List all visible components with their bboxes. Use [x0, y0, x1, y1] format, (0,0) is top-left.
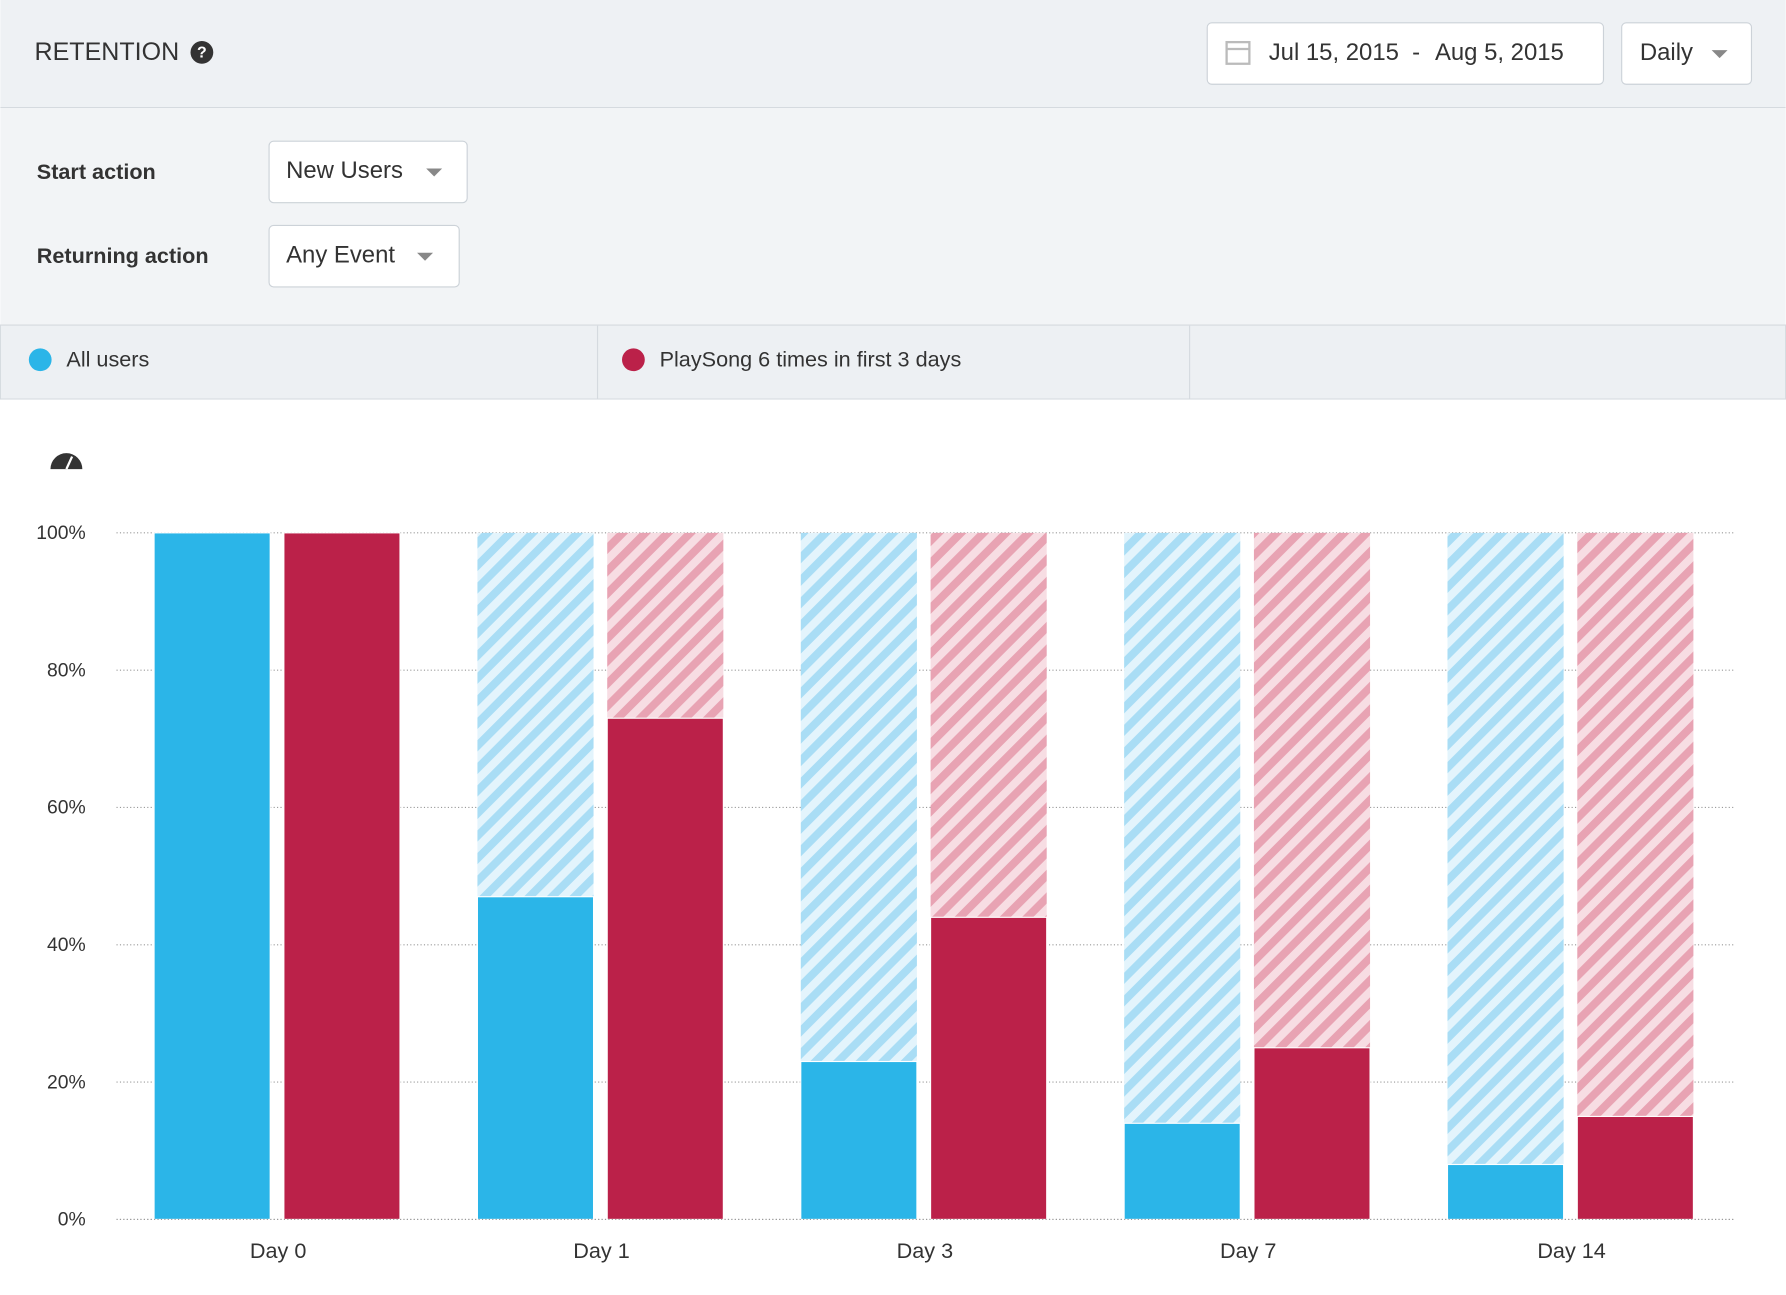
bar [1253, 1047, 1371, 1220]
bar [153, 532, 271, 1220]
svg-text:?: ? [197, 45, 207, 62]
bar [1123, 1122, 1241, 1220]
date-start: Jul 15, 2015 [1269, 39, 1399, 66]
y-tick-label: 80% [47, 659, 86, 681]
bar [800, 1060, 918, 1220]
date-end: Aug 5, 2015 [1435, 39, 1564, 66]
legend-label: All users [66, 347, 149, 372]
y-tick-label: 40% [47, 934, 86, 956]
interval: Daily [1640, 39, 1693, 66]
bar [930, 916, 1048, 1220]
legend-bar [0, 324, 1786, 400]
plot: 0% 20% 40% 60% 80% 100% All users PlaySong 6 ti… [28, 347, 1734, 1263]
interval-dropdown[interactable]: Daily [1621, 22, 1753, 85]
bar [1576, 1115, 1694, 1220]
bar-background [1124, 532, 1241, 1220]
gauge-icon[interactable] [50, 453, 83, 470]
date-picker[interactable]: Jul 15, 2015 - Aug 5, 2015 [1206, 22, 1605, 85]
start-value: New Users [286, 157, 403, 184]
start-label: Start action [37, 159, 156, 184]
x-tick-label: Day 3 [897, 1238, 954, 1263]
return-value: Any Event [286, 241, 395, 268]
x-tick-label: Day 0 [250, 1238, 307, 1263]
legend-swatch [28, 348, 52, 372]
filter-panel [0, 108, 1786, 325]
return-dropdown[interactable]: Any Event [268, 224, 460, 288]
title: RETENTION [35, 38, 180, 66]
help-icon[interactable]: ? [190, 40, 214, 64]
start-dropdown[interactable]: New Users [268, 140, 468, 204]
y-tick-label: 60% [47, 797, 86, 819]
x-tick-label: Day 1 [573, 1238, 630, 1263]
date-separator: - [1412, 39, 1420, 66]
x-tick-label: Day 7 [1220, 1238, 1277, 1263]
bar-background [1447, 532, 1564, 1220]
bar [476, 896, 595, 1220]
y-tick-label: 100% [36, 522, 85, 544]
bar [606, 717, 724, 1220]
bar [1446, 1163, 1565, 1220]
y-tick-label: 20% [47, 1071, 86, 1093]
legend-label: PlaySong 6 times in first 3 days [660, 347, 962, 372]
bar [283, 532, 401, 1220]
y-tick-label: 0% [58, 1209, 86, 1231]
return-label: Returning action [37, 243, 209, 268]
x-tick-label: Day 14 [1537, 1238, 1606, 1263]
bar-background [1577, 532, 1694, 1220]
legend-swatch [622, 348, 645, 372]
